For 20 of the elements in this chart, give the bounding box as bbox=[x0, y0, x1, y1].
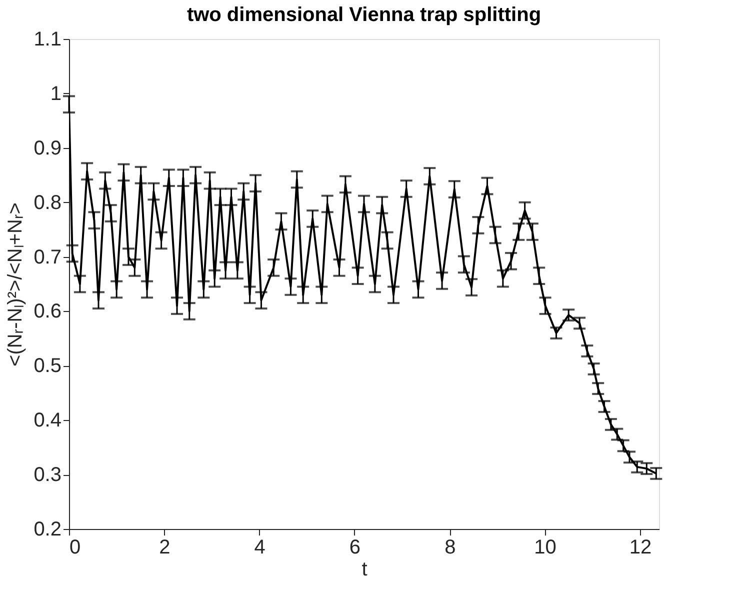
y-tick-label: 0.5 bbox=[34, 355, 62, 378]
y-tick-label: 0.9 bbox=[34, 137, 62, 160]
y-tick-label: 1.1 bbox=[34, 28, 62, 50]
x-tick-label: 8 bbox=[444, 536, 456, 558]
y-tick-label: 0.4 bbox=[34, 410, 62, 432]
chart-title: two dimensional Vienna trap splitting bbox=[186, 4, 542, 26]
y-tick-label: 0.3 bbox=[34, 464, 62, 486]
x-tick-label: 4 bbox=[254, 536, 266, 558]
x-tick-label: 2 bbox=[159, 536, 170, 558]
x-tick-label: 12 bbox=[629, 536, 652, 558]
y-tick-label: 0.2 bbox=[34, 518, 62, 540]
y-tick-label: 0.6 bbox=[34, 300, 62, 323]
y-tick-label: 0.8 bbox=[34, 192, 62, 214]
y-tick-label: 0.7 bbox=[34, 246, 62, 268]
x-tick-label: 6 bbox=[349, 536, 361, 558]
y-tick-label: 1 bbox=[50, 82, 62, 105]
x-tick-label: 0 bbox=[70, 536, 81, 558]
y-axis-title: <(Nᵣ-Nₗ)²>/<Nₗ+Nᵣ> bbox=[4, 202, 27, 366]
x-tick-label: 10 bbox=[534, 536, 556, 558]
x-axis-title: t bbox=[362, 558, 368, 580]
